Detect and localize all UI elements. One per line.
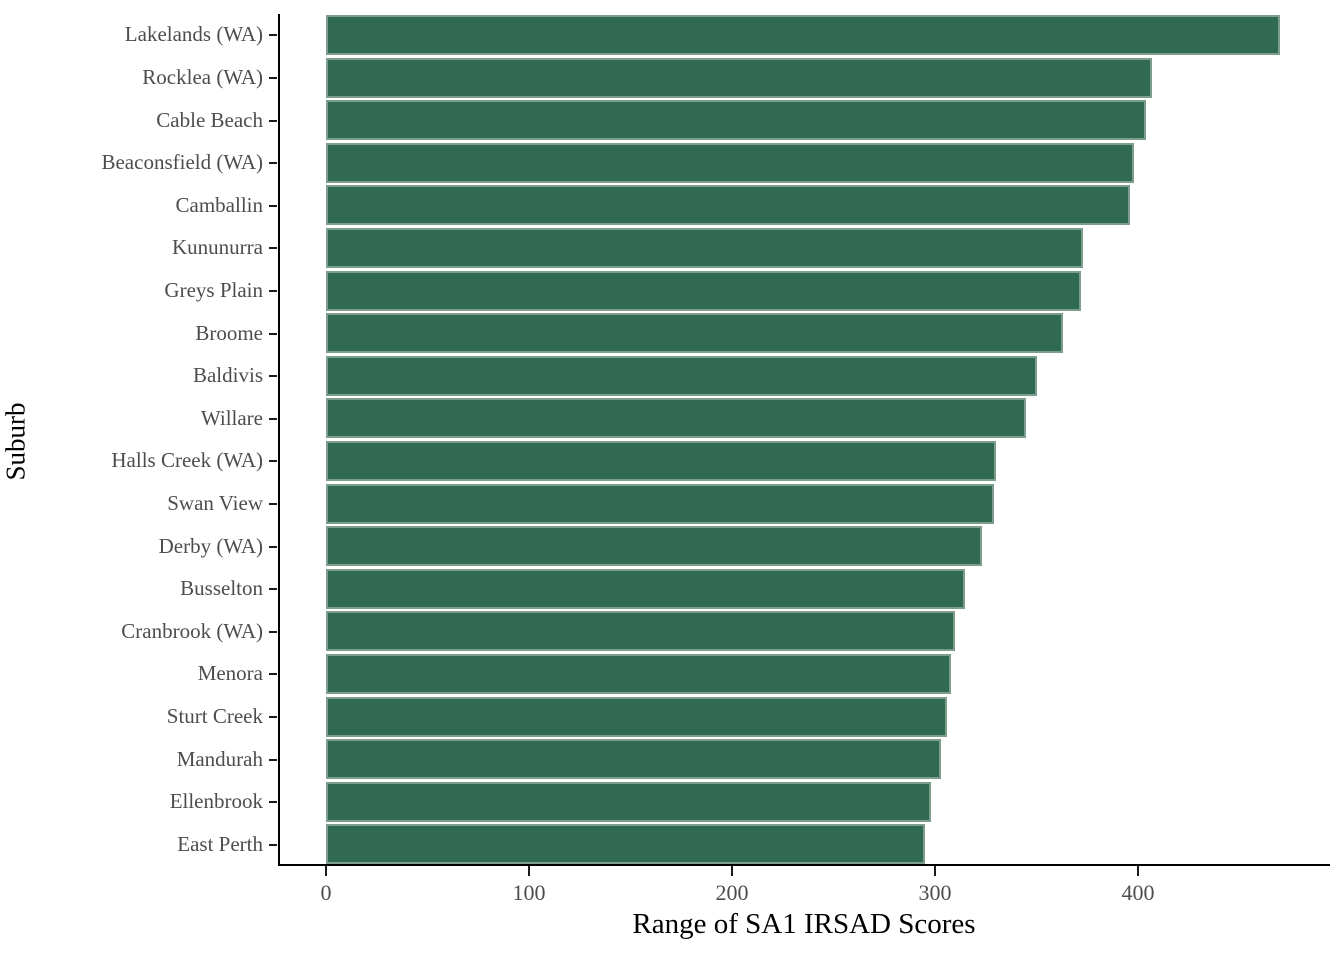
bar [326, 142, 1134, 183]
bar [326, 739, 942, 780]
bar [326, 270, 1082, 311]
bar [326, 611, 956, 652]
y-tick-mark [269, 588, 277, 591]
y-tick-label: Willare [200, 405, 263, 430]
bar [326, 398, 1027, 439]
y-tick-mark [269, 162, 277, 165]
x-axis-title: Range of SA1 IRSAD Scores [632, 908, 976, 940]
bar [326, 824, 925, 865]
y-tick-mark [269, 34, 277, 37]
y-tick-label: Halls Creek (WA) [111, 448, 263, 473]
y-tick-label: Rocklea (WA) [142, 64, 263, 89]
y-tick-label: Mandurah [176, 746, 263, 771]
y-tick-mark [269, 119, 277, 122]
y-tick-label: Camballin [175, 192, 264, 217]
x-tick-label: 100 [512, 880, 546, 905]
x-tick-label: 400 [1121, 880, 1155, 905]
y-tick-label: Sturt Creek [166, 703, 263, 728]
bar [326, 526, 982, 567]
bar [326, 57, 1153, 98]
bar [326, 228, 1084, 268]
y-tick-mark [269, 332, 277, 335]
x-tick-mark [528, 866, 530, 876]
y-tick-mark [269, 758, 277, 761]
y-tick-mark [269, 843, 277, 846]
y-tick-mark [269, 289, 277, 292]
bar [326, 568, 966, 609]
y-tick-label: Baldivis [192, 363, 263, 388]
y-tick-label: Lakelands (WA) [124, 22, 263, 47]
x-tick-mark [934, 866, 936, 876]
y-tick-mark [269, 417, 277, 420]
plot-panel [278, 14, 1330, 866]
y-tick-mark [269, 375, 277, 378]
y-tick-label: Derby (WA) [158, 533, 263, 558]
x-tick-mark [731, 866, 733, 876]
y-tick-label: Swan View [167, 490, 263, 515]
x-tick-mark [325, 866, 327, 876]
y-tick-mark [269, 247, 277, 250]
x-tick-label: 200 [715, 880, 749, 905]
bar [326, 483, 994, 524]
bar [326, 15, 1281, 55]
y-tick-label: Cranbrook (WA) [121, 618, 263, 643]
y-tick-mark [269, 204, 277, 207]
y-tick-label: Broome [195, 320, 263, 345]
y-tick-label: Ellenbrook [169, 789, 263, 814]
bar [326, 355, 1037, 396]
y-tick-mark [269, 801, 277, 804]
bar [326, 654, 952, 694]
bar [326, 441, 996, 481]
y-tick-label: Greys Plain [164, 277, 263, 302]
y-tick-label: Busselton [180, 576, 263, 601]
y-tick-mark [269, 673, 277, 676]
y-tick-label: Kununurra [172, 235, 263, 260]
y-tick-mark [269, 76, 277, 79]
bar [326, 185, 1130, 226]
y-tick-label: Beaconsfield (WA) [101, 150, 263, 175]
y-tick-mark [269, 460, 277, 463]
y-tick-label: Cable Beach [156, 107, 263, 132]
x-tick-mark [1137, 866, 1139, 876]
bar [326, 781, 931, 822]
x-tick-label: 0 [320, 880, 332, 905]
x-tick-label: 300 [918, 880, 952, 905]
bar [326, 696, 948, 737]
y-tick-label: Menora [197, 661, 263, 686]
y-tick-mark [269, 715, 277, 718]
y-tick-mark [269, 502, 277, 505]
bar [326, 100, 1147, 141]
y-tick-mark [269, 545, 277, 548]
y-tick-label: East Perth [177, 831, 263, 856]
y-tick-mark [269, 630, 277, 633]
bar [326, 313, 1063, 354]
